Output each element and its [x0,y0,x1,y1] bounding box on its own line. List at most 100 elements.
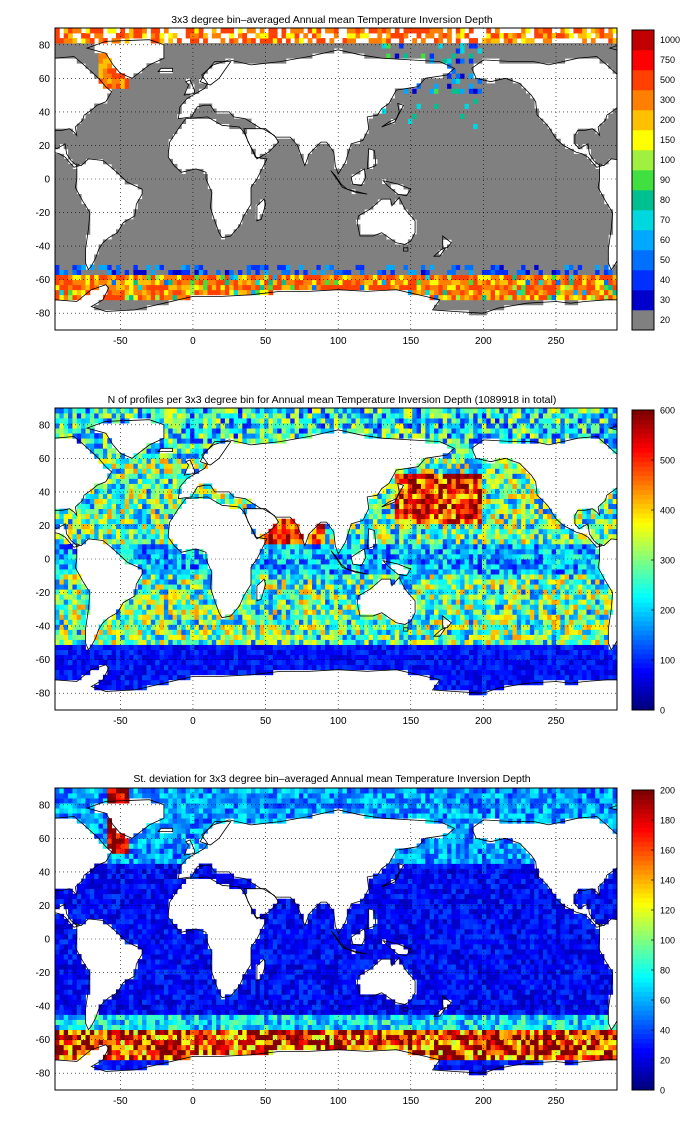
x-tick-label: 250 [548,716,565,727]
y-tick-label: -60 [36,655,51,666]
colorbar-swatch [632,90,654,111]
colorbar-label: 140 [660,876,675,886]
colorbar: 20 30 40 50 60 70 80 90 100 150 200 300 500 750 1000 [631,29,680,331]
chart-title: St. deviation for 3x3 degree bin–average… [133,773,530,785]
colorbar-label: 40 [660,1026,670,1036]
colorbar-swatch [632,190,654,211]
colorbar-label: 400 [660,506,675,516]
colorbar-label: 300 [660,556,675,566]
x-tick-label: -50 [113,1096,128,1107]
colorbar-label: 160 [660,846,675,856]
colorbar-label: 0 [660,1086,665,1096]
x-tick-label: 150 [402,716,419,727]
colorbar-label: 20 [660,315,670,325]
y-tick-label: 20 [39,141,51,152]
colorbar-swatch [632,150,654,171]
colorbar-label: 80 [660,966,670,976]
x-tick-label: -50 [113,716,128,727]
colorbar-swatch [632,130,654,151]
chart-title: N of profiles per 3x3 degree bin for Ann… [108,394,557,406]
colorbar-swatch [632,170,654,191]
colorbar-label: 500 [660,456,675,466]
x-tick-label: 150 [402,1096,419,1107]
coastlines [55,419,617,710]
x-tick-label: 250 [548,336,565,347]
colorbar-label: 20 [660,1056,670,1066]
y-tick-label: 0 [44,935,50,946]
y-tick-label: 60 [39,454,51,465]
y-tick-label: -40 [36,242,51,253]
colorbar-label: 90 [660,175,670,185]
x-tick-label: 50 [260,1096,272,1107]
heatmap-cells [55,788,617,1076]
colorbar-label: 100 [660,656,675,666]
colorbar-label: 50 [660,255,670,265]
colorbar-swatch [632,210,654,231]
colorbar-label: 600 [660,406,675,416]
x-tick-label: 50 [260,716,272,727]
y-tick-label: -20 [36,208,51,219]
y-tick-label: 40 [39,487,51,498]
y-tick-label: 20 [39,521,51,532]
colorbar-label: 300 [660,95,675,105]
colorbar-label: 100 [660,155,675,165]
y-tick-label: -80 [36,1069,51,1080]
colorbar-label: 60 [660,996,670,1006]
y-tick-label: -20 [36,968,51,979]
y-tick-label: 80 [39,800,51,811]
colorbar: 0 100 200 300 400 500 600 [631,406,675,716]
y-tick-label: -20 [36,588,51,599]
colorbar-swatch [632,270,654,291]
y-tick-label: 40 [39,107,51,118]
y-tick-label: 60 [39,834,51,845]
y-tick-label: 0 [44,175,50,186]
colorbar: 0 20 40 60 80 100 120 140 160 180 200 [631,786,675,1096]
colorbar-label: 70 [660,215,670,225]
map-panel-1: -50 0 50 100 150 200 250 -80 -60 -40 -20 0 20 40 60 80 3… [36,14,680,347]
gridlines [55,788,617,1090]
y-tick-label: 80 [39,40,51,51]
colorbar-swatch [632,310,654,331]
y-tick-label: -40 [36,1002,51,1013]
y-tick-label: -60 [36,1035,51,1046]
axes-frame [54,27,618,331]
x-tick-label: -50 [113,336,128,347]
axes-frame [54,407,618,711]
coastlines [55,799,617,1090]
gridlines [55,28,617,330]
colorbar-label: 40 [660,275,670,285]
colorbar-swatch [632,50,654,71]
y-tick-label: 80 [39,420,51,431]
colorbar-label: 80 [660,195,670,205]
colorbar-label: 500 [660,75,675,85]
heatmap-cells [55,28,617,316]
y-tick-label: 40 [39,867,51,878]
chart-title: 3x3 degree bin–averaged Annual mean Temp… [171,14,493,26]
axes-frame [54,787,618,1091]
colorbar-label: 200 [660,606,675,616]
x-tick-label: 200 [475,336,492,347]
map-panel-3: -50 0 50 100 150 200 250-80-60-40-20020406080S… [36,773,675,1107]
x-tick-label: 200 [475,1096,492,1107]
colorbar-label: 150 [660,135,675,145]
colorbar-label: 30 [660,295,670,305]
x-tick-label: 0 [190,336,196,347]
colorbar-swatch [632,290,654,311]
y-tick-label: -80 [36,309,51,320]
x-tick-label: 100 [330,1096,347,1107]
gridlines [55,408,617,710]
colorbar-label: 120 [660,906,675,916]
y-tick-label: -40 [36,622,51,633]
map-panel-2: -50 0 50 100 150 200 250 -80 -60 -40 -20 0 20 40 60 80 N… [36,394,675,727]
x-tick-label: 200 [475,716,492,727]
heatmap-cells [55,408,617,696]
y-tick-label: -60 [36,275,51,286]
y-tick-label: 20 [39,901,51,912]
colorbar-label: 0 [660,706,665,716]
colorbar-label: 200 [660,786,675,796]
colorbar-label: 750 [660,55,675,65]
colorbar-swatch [632,230,654,251]
x-tick-label: 0 [190,716,196,727]
y-tick-label: -80 [36,689,51,700]
